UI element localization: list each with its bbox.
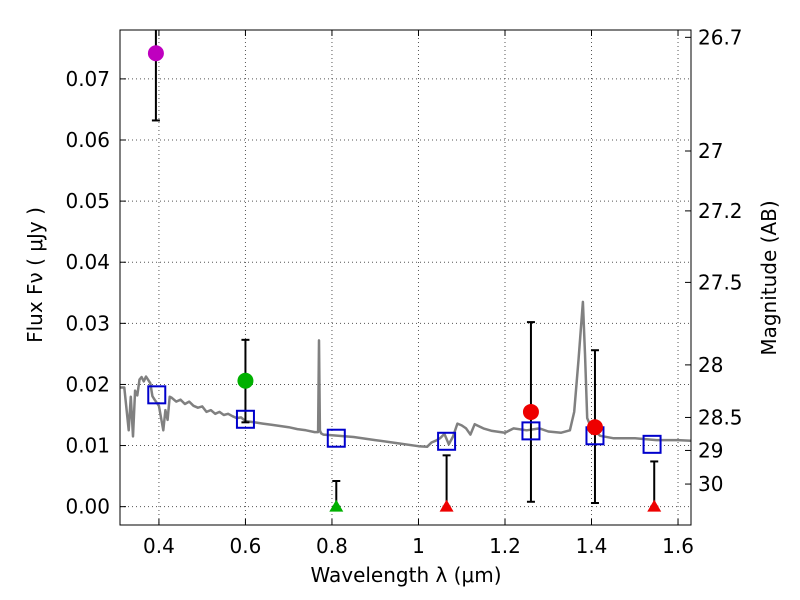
model-point-square <box>437 431 457 451</box>
x-axis-label: Wavelength λ (μm) <box>310 563 501 587</box>
data-point-circle <box>522 403 539 420</box>
y-tick-label: 0.01 <box>65 434 110 458</box>
upper-limit-triangle <box>439 499 454 512</box>
y-tick-label: 0.04 <box>65 250 110 274</box>
mag-tick-label: 30 <box>698 472 723 496</box>
mag-tick-label: 27 <box>698 139 723 163</box>
upper-limit-triangle <box>329 499 344 512</box>
data-point-circle <box>147 45 164 62</box>
x-tick-label: 1 <box>412 534 425 558</box>
y-tick-label: 0.00 <box>65 495 110 519</box>
x-tick-label: 1.2 <box>489 534 521 558</box>
marker-layer <box>147 45 662 512</box>
model-layer <box>120 300 692 449</box>
x-tick-label: 1.4 <box>576 534 608 558</box>
x-tick-label: 0.8 <box>316 534 348 558</box>
model-point-square <box>235 409 255 429</box>
mag-tick-label: 26.7 <box>698 25 743 49</box>
mag-tick-label: 29 <box>698 438 723 462</box>
y-axis-label: Flux Fν ( μJy ) <box>23 207 47 343</box>
model-point-square <box>521 421 541 441</box>
y-tick-label: 0.06 <box>65 128 110 152</box>
model-point-square <box>326 428 346 448</box>
mag-tick-label: 28.5 <box>698 405 743 429</box>
y-tick-label: 0.02 <box>65 372 110 396</box>
tick-layer: 0.4 0.6 0.8 1 1.2 1.4 1.6 0.00 0.01 0.02 0.03 0.04 0… <box>65 25 742 558</box>
y-tick-label: 0.07 <box>65 67 110 91</box>
right-axis-label: Magnitude (AB) <box>757 200 781 355</box>
mag-tick-label: 28 <box>698 353 723 377</box>
upper-limit-triangle <box>647 499 662 512</box>
model-point-square <box>147 385 167 405</box>
y-tick-label: 0.03 <box>65 311 110 335</box>
x-tick-label: 1.6 <box>662 534 694 558</box>
x-tick-label: 0.6 <box>230 534 262 558</box>
mag-tick-label: 27.5 <box>698 270 743 294</box>
data-point-circle <box>586 419 603 436</box>
data-point-circle <box>237 372 254 389</box>
model-spectrum-line <box>120 300 692 449</box>
plot-frame <box>119 29 692 526</box>
mag-tick-label: 27.2 <box>698 199 743 223</box>
grid-layer <box>120 30 691 525</box>
y-tick-label: 0.05 <box>65 189 110 213</box>
model-point-square <box>642 434 662 454</box>
x-tick-label: 0.4 <box>143 534 175 558</box>
